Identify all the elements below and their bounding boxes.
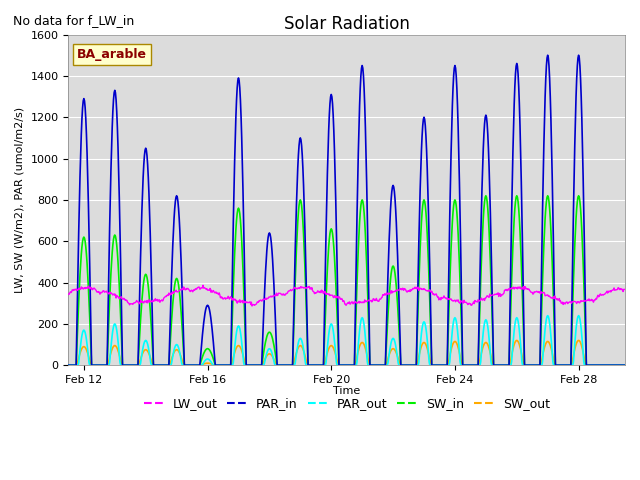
LW_out	[199, 282, 207, 288]
PAR_out	[380, 362, 387, 368]
LW_out	[65, 291, 72, 297]
PAR_out	[544, 313, 552, 319]
PAR_in	[84, 200, 92, 206]
SW_out	[65, 362, 72, 368]
SW_out	[267, 351, 275, 357]
SW_in	[195, 362, 203, 368]
Text: BA_arable: BA_arable	[77, 48, 147, 61]
SW_out	[195, 362, 203, 368]
PAR_in	[267, 235, 275, 240]
PAR_out	[296, 336, 304, 341]
SW_in	[621, 362, 628, 368]
PAR_out	[621, 362, 628, 368]
Y-axis label: LW, SW (W/m2), PAR (umol/m2/s): LW, SW (W/m2), PAR (umol/m2/s)	[15, 107, 25, 293]
PAR_out	[84, 353, 92, 359]
Title: Solar Radiation: Solar Radiation	[284, 15, 410, 33]
LW_out	[515, 285, 522, 291]
SW_in	[84, 284, 92, 290]
SW_out	[296, 343, 304, 348]
SW_out	[621, 362, 628, 368]
Legend: LW_out, PAR_in, PAR_out, SW_in, SW_out: LW_out, PAR_in, PAR_out, SW_in, SW_out	[139, 392, 555, 415]
LW_out	[268, 293, 276, 299]
LW_out	[248, 303, 256, 309]
SW_out	[514, 338, 522, 344]
Line: PAR_out: PAR_out	[68, 316, 625, 365]
PAR_in	[380, 362, 387, 368]
SW_out	[513, 337, 520, 343]
PAR_out	[65, 362, 72, 368]
SW_in	[296, 197, 304, 203]
PAR_in	[296, 135, 304, 141]
PAR_in	[544, 52, 552, 58]
SW_in	[482, 193, 490, 199]
PAR_out	[267, 347, 275, 353]
Line: SW_in: SW_in	[68, 196, 625, 365]
LW_out	[195, 284, 203, 290]
PAR_in	[65, 362, 72, 368]
LW_out	[621, 287, 628, 292]
PAR_out	[513, 316, 521, 322]
Line: SW_out: SW_out	[68, 340, 625, 365]
SW_in	[267, 330, 275, 336]
X-axis label: Time: Time	[333, 386, 360, 396]
LW_out	[298, 285, 305, 291]
Text: No data for f_LW_in: No data for f_LW_in	[13, 14, 134, 27]
PAR_in	[621, 362, 628, 368]
SW_out	[84, 353, 92, 359]
SW_in	[65, 362, 72, 368]
Line: LW_out: LW_out	[68, 285, 625, 306]
PAR_in	[513, 63, 521, 69]
PAR_out	[195, 362, 203, 368]
LW_out	[84, 283, 92, 289]
SW_in	[380, 362, 387, 368]
PAR_in	[195, 362, 203, 368]
SW_in	[514, 199, 522, 204]
SW_out	[380, 362, 387, 368]
LW_out	[381, 291, 388, 297]
Line: PAR_in: PAR_in	[68, 55, 625, 365]
